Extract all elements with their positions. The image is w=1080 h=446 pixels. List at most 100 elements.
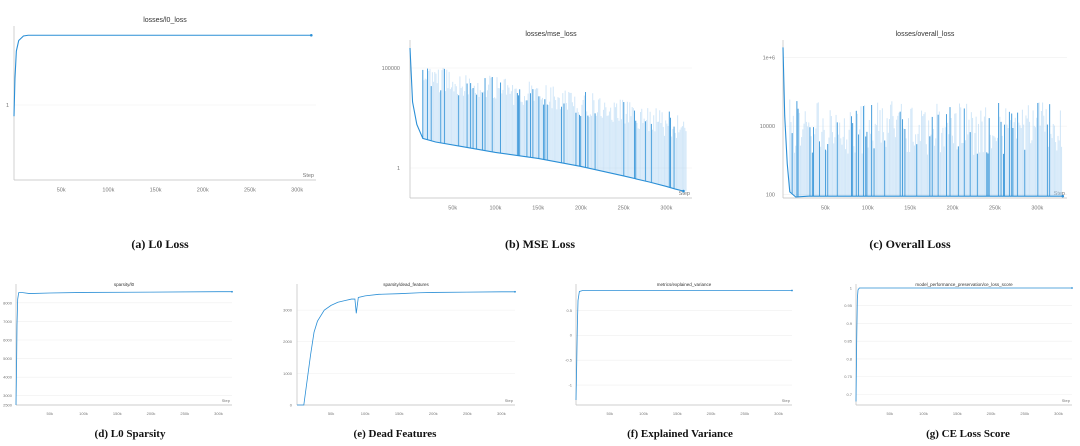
- y-tick-label: 0.7: [846, 392, 852, 397]
- chart-ce-loss-score: model_performance_preservation/ce_loss_s…: [844, 282, 1073, 416]
- series-endpoint: [514, 290, 516, 293]
- x-tick-label: 150k: [953, 411, 962, 416]
- chart-panel-l0-sparsity: sparsity/l0 8000 7000 6000 5000 4000 3000 2500 5…: [0, 280, 240, 416]
- x-tick-label: 100k: [102, 188, 114, 194]
- x-tick-label: 250k: [740, 411, 749, 416]
- x-tick-label: 150k: [673, 411, 682, 416]
- x-tick-label: 150k: [532, 206, 544, 212]
- y-tick-label: 100000: [382, 66, 400, 72]
- y-tick-label: 10000: [760, 124, 775, 130]
- x-tick-label: 150k: [150, 188, 162, 194]
- y-tick-label: 1: [6, 103, 9, 109]
- chart-title: metrics/explained_variance: [657, 282, 712, 287]
- x-axis-label: Step: [679, 191, 690, 197]
- y-tick-label: 6000: [3, 337, 13, 342]
- y-tick-label: 1: [397, 166, 400, 172]
- x-tick-label: 100k: [489, 206, 501, 212]
- x-tick-label: 100k: [862, 206, 874, 212]
- x-tick-label: 200k: [147, 411, 156, 416]
- y-tick-label: 7000: [3, 319, 13, 324]
- y-tick-label: 0: [570, 333, 573, 338]
- x-tick-label: 300k: [774, 411, 783, 416]
- series-endpoint: [791, 289, 793, 292]
- x-tick-label: 300k: [1054, 411, 1063, 416]
- series-endpoint: [682, 189, 685, 193]
- x-axis-label: Step: [222, 398, 231, 403]
- y-tick-label: 2500: [3, 402, 13, 407]
- chart-panel-overall-loss: losses/overall_loss 1e+6 10000 100 50k 100k 15…: [745, 22, 1075, 212]
- y-tick-label: 0.8: [846, 356, 852, 361]
- chart-title: losses/l0_loss: [143, 17, 187, 24]
- y-tick-label: -1: [568, 382, 572, 387]
- y-tick-label: -0.5: [565, 358, 573, 363]
- series-line: [13, 34, 312, 117]
- y-tick-label: 4000: [3, 375, 13, 380]
- caption-dead-features: (e) Dead Features: [353, 428, 437, 440]
- chart-panel-explained-variance: metrics/explained_variance 0.5 0 -0.5 -1 50k 1…: [560, 280, 800, 416]
- y-tick-label: 0.9: [846, 321, 852, 326]
- series-line: [782, 47, 1063, 198]
- x-tick-label: 100k: [79, 411, 88, 416]
- chart-l0-sparsity: sparsity/l0 8000 7000 6000 5000 4000 3000 2500 5…: [3, 282, 233, 416]
- y-tick-label: 1: [850, 285, 853, 290]
- series-endpoint: [1071, 287, 1073, 289]
- series-line: [409, 47, 684, 192]
- series-line: [855, 287, 1072, 402]
- series-line: [297, 291, 515, 406]
- y-tick-label: 2000: [283, 339, 293, 344]
- chart-panel-mse-loss: losses/mse_loss 100000 1 50k 100k 150k 200k 250…: [370, 22, 700, 212]
- x-tick-label: 250k: [989, 206, 1001, 212]
- y-tick-label: 0.5: [566, 308, 572, 313]
- series-line: [575, 290, 792, 401]
- x-axis-label: Step: [505, 398, 514, 403]
- x-tick-label: 300k: [291, 188, 303, 194]
- x-tick-label: 300k: [1031, 206, 1043, 212]
- chart-title: losses/overall_loss: [896, 31, 955, 38]
- x-axis-label: Step: [1062, 398, 1071, 403]
- x-tick-label: 50k: [821, 206, 830, 212]
- x-tick-label: 250k: [618, 206, 630, 212]
- series-line: [15, 291, 232, 406]
- chart-panel-l0-loss: losses/l0_loss 1 50k 100k 150k 200k 250k 300k St…: [0, 10, 322, 194]
- x-tick-label: 250k: [180, 411, 189, 416]
- chart-overall-loss: losses/overall_loss 1e+6 10000 100 50k 100k 15…: [760, 31, 1067, 212]
- y-tick-label: 0.75: [844, 374, 853, 379]
- series-endpoint: [1061, 194, 1065, 198]
- x-tick-label: 100k: [361, 411, 370, 416]
- x-tick-label: 50k: [887, 411, 893, 416]
- x-tick-label: 250k: [463, 411, 472, 416]
- chart-title: losses/mse_loss: [525, 31, 577, 38]
- chart-explained-variance: metrics/explained_variance 0.5 0 -0.5 -1 50k 1…: [565, 282, 793, 416]
- chart-title: sparsity/dead_features: [383, 282, 429, 287]
- x-tick-label: 250k: [1020, 411, 1029, 416]
- chart-title: model_performance_preservation/ce_loss_s…: [915, 282, 1013, 287]
- series-endpoint: [231, 290, 233, 293]
- caption-l0-sparsity: (d) L0 Sparsity: [94, 428, 166, 440]
- chart-title: sparsity/l0: [114, 282, 135, 287]
- y-tick-label: 1e+6: [763, 56, 775, 62]
- y-tick-label: 0.85: [844, 339, 853, 344]
- x-axis-label: Step: [782, 398, 791, 403]
- noise-band: [789, 99, 1063, 197]
- y-tick-label: 8000: [3, 300, 13, 305]
- x-tick-label: 100k: [639, 411, 648, 416]
- y-tick-label: 0: [290, 402, 293, 407]
- caption-explained-variance: (f) Explained Variance: [627, 428, 733, 440]
- x-tick-label: 300k: [660, 206, 672, 212]
- x-tick-label: 150k: [113, 411, 122, 416]
- x-tick-label: 200k: [197, 188, 209, 194]
- y-tick-label: 0.95: [844, 303, 853, 308]
- noise-band: [422, 67, 687, 192]
- x-tick-label: 200k: [987, 411, 996, 416]
- x-tick-label: 50k: [448, 206, 457, 212]
- caption-ce-loss-score: (g) CE Loss Score: [926, 428, 1010, 440]
- caption-overall-loss: (c) Overall Loss: [869, 237, 951, 251]
- x-tick-label: 200k: [947, 206, 959, 212]
- x-tick-label: 50k: [47, 411, 53, 416]
- x-tick-label: 50k: [607, 411, 613, 416]
- x-tick-label: 200k: [575, 206, 587, 212]
- series-endpoint: [309, 33, 313, 37]
- y-tick-label: 1000: [283, 371, 293, 376]
